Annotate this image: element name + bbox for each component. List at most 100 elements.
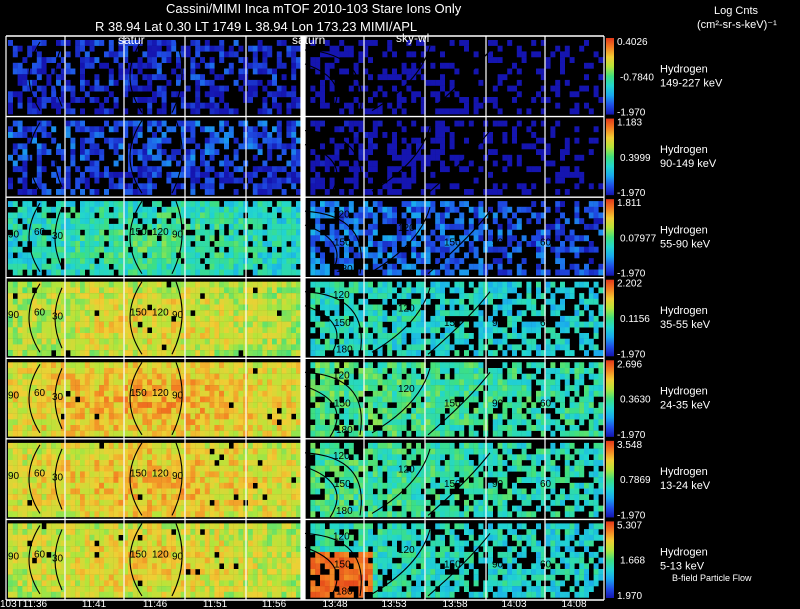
heatmap-cell [540, 246, 546, 253]
heatmap-cell [51, 57, 57, 63]
heatmap-cell [84, 40, 90, 46]
heatmap-cell [358, 298, 364, 305]
heatmap-cell [233, 327, 239, 334]
heatmap-cell [507, 373, 513, 380]
heatmap-cell [478, 102, 484, 109]
heatmap-cell [324, 385, 330, 391]
heatmap-cell [267, 258, 273, 264]
heatmap-cell [36, 373, 42, 380]
heatmap-cell [36, 177, 42, 184]
heatmap-cell [228, 171, 234, 178]
heatmap-cell [257, 402, 263, 409]
heatmap-cell [497, 206, 503, 213]
heatmap-cell [440, 396, 445, 403]
heatmap-cell [248, 85, 253, 92]
heatmap-cell [70, 373, 76, 380]
heatmap-cell [99, 362, 105, 369]
heatmap-cell [420, 293, 426, 299]
heatmap-cell [545, 241, 551, 247]
heatmap-cell [238, 252, 244, 259]
heatmap-cell [368, 97, 373, 103]
heatmap-cell [46, 304, 52, 311]
heatmap-cell [128, 293, 133, 299]
heatmap-cell [334, 373, 340, 380]
heatmap-cell [396, 229, 402, 236]
heatmap-cell [257, 206, 263, 213]
heatmap-cell [89, 189, 95, 195]
heatmap-cell [46, 413, 52, 420]
heatmap-cell [204, 171, 210, 178]
heatmap-cell [118, 304, 124, 311]
heatmap-cell [382, 235, 388, 242]
heatmap-cell [569, 413, 575, 420]
heatmap-cell [190, 206, 196, 213]
heatmap-cell [152, 298, 157, 305]
heatmap-cell [488, 338, 493, 345]
heatmap-cell [60, 201, 66, 207]
heatmap-cell [60, 212, 66, 219]
heatmap-cell [521, 321, 527, 328]
heatmap-cell [224, 413, 229, 420]
heatmap-cell [176, 149, 181, 155]
heatmap-cell [310, 315, 316, 322]
heatmap-cell [214, 241, 220, 247]
heatmap-cell [190, 201, 196, 207]
heatmap-cell [70, 344, 76, 351]
heatmap-cell [435, 281, 441, 288]
heatmap-cell [209, 315, 215, 322]
heatmap-cell [84, 333, 90, 339]
heatmap-cell [310, 385, 316, 391]
heatmap-cell [152, 235, 157, 242]
heatmap-cell [387, 189, 393, 195]
heatmap-cell [420, 97, 426, 103]
heatmap-cell [363, 344, 369, 351]
heatmap-cell [108, 229, 114, 236]
heatmap-cell [382, 132, 388, 138]
heatmap-cell [51, 385, 57, 391]
heatmap-cell [65, 212, 71, 219]
heatmap-cell [27, 137, 33, 144]
heatmap-cell [152, 154, 157, 161]
heatmap-cell [80, 344, 85, 351]
heatmap-cell [526, 293, 532, 299]
heatmap-cell [464, 293, 469, 299]
heatmap-cell [387, 252, 393, 259]
heatmap-cell [574, 304, 580, 311]
heatmap-cell [368, 338, 373, 345]
heatmap-cell [70, 293, 76, 299]
heatmap-cell [291, 126, 297, 133]
heatmap-cell [190, 132, 196, 138]
heatmap-cell [248, 407, 253, 414]
heatmap-cell [281, 263, 287, 270]
heatmap-cell [272, 281, 277, 288]
heatmap-cell [454, 281, 460, 288]
heatmap-cell [99, 126, 105, 133]
heatmap-cell [51, 419, 57, 426]
heatmap-cell [358, 287, 364, 294]
heatmap-cell [353, 287, 359, 294]
heatmap-cell [569, 315, 575, 322]
heatmap-cell [32, 407, 37, 414]
heatmap-cell [89, 338, 95, 345]
heatmap-cell [281, 419, 287, 426]
heatmap-cell [89, 40, 95, 46]
heatmap-cell [75, 310, 81, 317]
heatmap-cell [598, 310, 604, 317]
heatmap-cell [276, 396, 282, 403]
heatmap-cell [473, 310, 479, 317]
heatmap-cell [27, 419, 33, 426]
heatmap-cell [84, 246, 90, 253]
heatmap-cell [281, 373, 287, 380]
heatmap-cell [204, 189, 210, 195]
heatmap-cell [65, 396, 71, 403]
heatmap-cell [238, 246, 244, 253]
heatmap-cell [267, 68, 273, 75]
heatmap-cell [560, 241, 565, 247]
heatmap-cell [454, 183, 460, 190]
heatmap-cell [372, 373, 378, 380]
heatmap-cell [248, 218, 253, 225]
heatmap-cell [262, 62, 268, 69]
heatmap-cell [32, 362, 37, 369]
heatmap-cell [89, 379, 95, 386]
heatmap-cell [185, 263, 191, 270]
